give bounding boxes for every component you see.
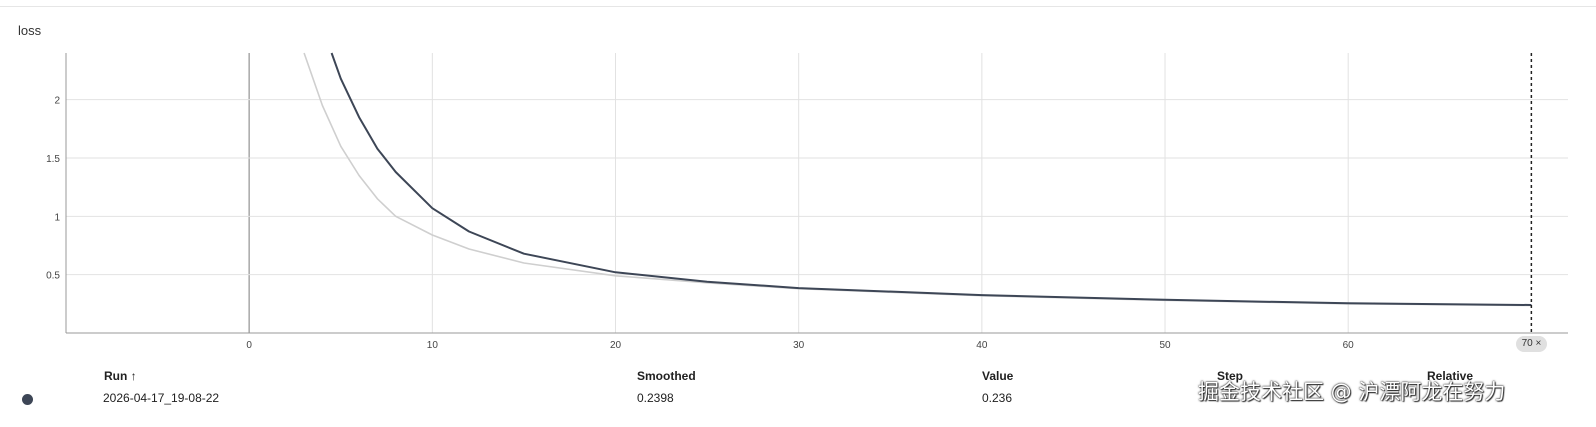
- raw-series-line: [303, 52, 1532, 307]
- y-tick-label: 1.5: [46, 154, 60, 165]
- raw-value: 0.236: [982, 391, 1013, 405]
- y-tick-label: 1: [54, 212, 60, 223]
- watermark: 掘金技术社区 @ 沪漂阿龙在努力: [1198, 380, 1506, 404]
- column-header-run[interactable]: Run ↑: [104, 369, 137, 383]
- hover-step-label: 70 ×: [1516, 336, 1547, 352]
- series-lines: [303, 52, 1532, 307]
- column-header-relative[interactable]: Relative: [1427, 369, 1474, 383]
- loss-chart[interactable]: 0 10 20 30 40 50 60 0.5 1 1.5 2: [0, 0, 1596, 360]
- card-top-border: [0, 6, 1596, 7]
- smoothed-value: 0.2398: [637, 391, 674, 405]
- column-header-value[interactable]: Value: [982, 369, 1014, 383]
- y-tick-label: 0.5: [46, 271, 60, 282]
- tick-labels: 0 10 20 30 40 50 60 0.5 1 1.5 2: [46, 96, 1354, 351]
- axes: [65, 53, 1568, 334]
- run-name: 2026-04-17_19-08-22: [103, 391, 220, 405]
- run-color-dot: [22, 394, 33, 405]
- x-tick-label: 0: [246, 340, 252, 351]
- x-tick-label: 60: [1343, 340, 1355, 351]
- column-header-smoothed[interactable]: Smoothed: [637, 369, 696, 383]
- y-tick-label: 2: [54, 96, 60, 107]
- x-tick-label: 10: [427, 340, 439, 351]
- column-header-step[interactable]: Step: [1217, 369, 1244, 383]
- x-tick-label: 20: [610, 340, 622, 351]
- x-tick-label: 50: [1159, 340, 1171, 351]
- x-tick-label: 40: [976, 340, 988, 351]
- chart-title: loss: [18, 23, 42, 38]
- smoothed-series-line: [330, 52, 1532, 306]
- grid-lines: [66, 53, 1568, 333]
- x-tick-label: 30: [793, 340, 805, 351]
